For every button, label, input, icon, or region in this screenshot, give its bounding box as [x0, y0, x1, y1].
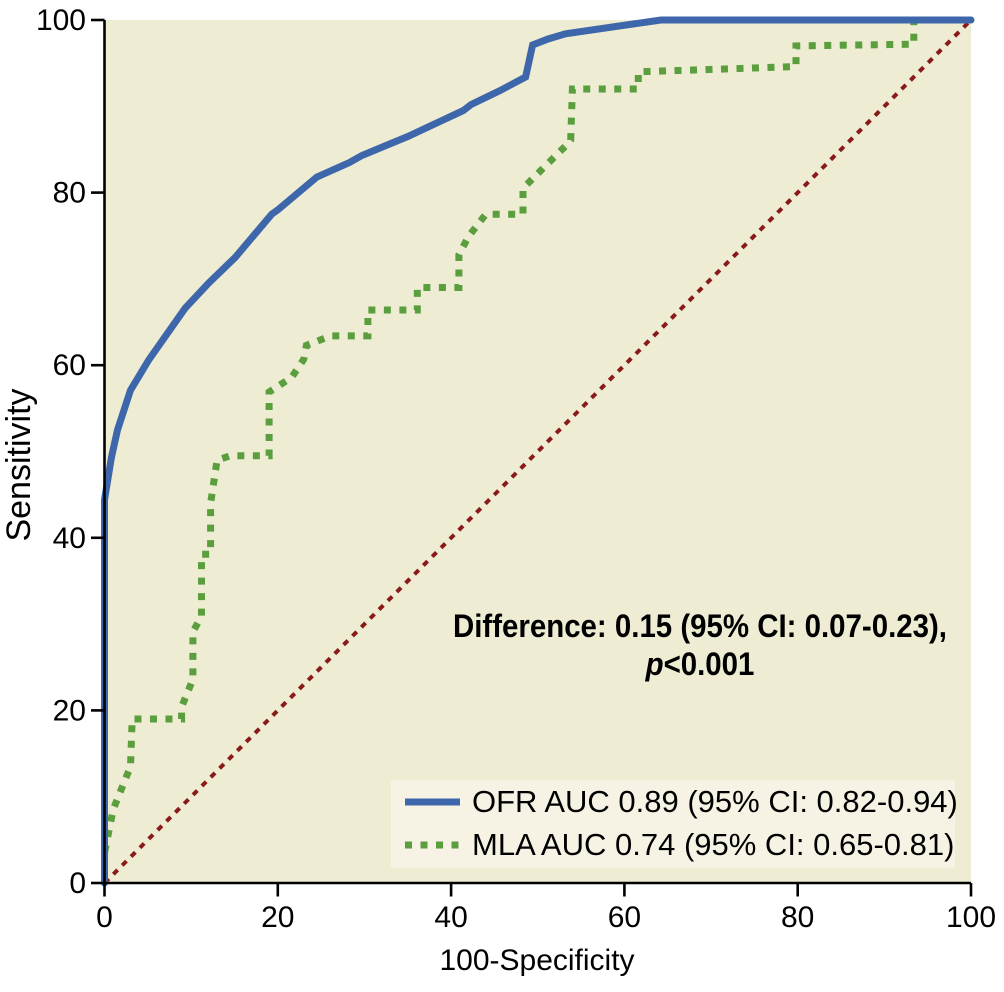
svg-text:MLA AUC 0.74 (95% CI: 0.65-0.8: MLA AUC 0.74 (95% CI: 0.65-0.81): [472, 827, 954, 862]
svg-text:OFR AUC 0.89 (95% CI: 0.82-0.9: OFR AUC 0.89 (95% CI: 0.82-0.94): [472, 784, 958, 819]
svg-text:p<0.001: p<0.001: [645, 646, 755, 682]
svg-text:100: 100: [36, 4, 86, 37]
svg-text:100-Specificity: 100-Specificity: [439, 944, 634, 977]
svg-text:80: 80: [781, 901, 814, 934]
svg-text:100: 100: [946, 901, 996, 934]
svg-text:40: 40: [53, 522, 86, 555]
svg-text:20: 20: [53, 694, 86, 727]
svg-text:0: 0: [69, 867, 86, 900]
svg-text:60: 60: [608, 901, 641, 934]
svg-text:Sensitivity: Sensitivity: [0, 388, 38, 541]
svg-text:40: 40: [434, 901, 467, 934]
svg-text:80: 80: [53, 177, 86, 210]
svg-text:0: 0: [96, 901, 113, 934]
svg-text:60: 60: [53, 349, 86, 382]
svg-text:20: 20: [261, 901, 294, 934]
svg-text:Difference: 0.15 (95% CI: 0.07: Difference: 0.15 (95% CI: 0.07-0.23),: [453, 608, 947, 644]
